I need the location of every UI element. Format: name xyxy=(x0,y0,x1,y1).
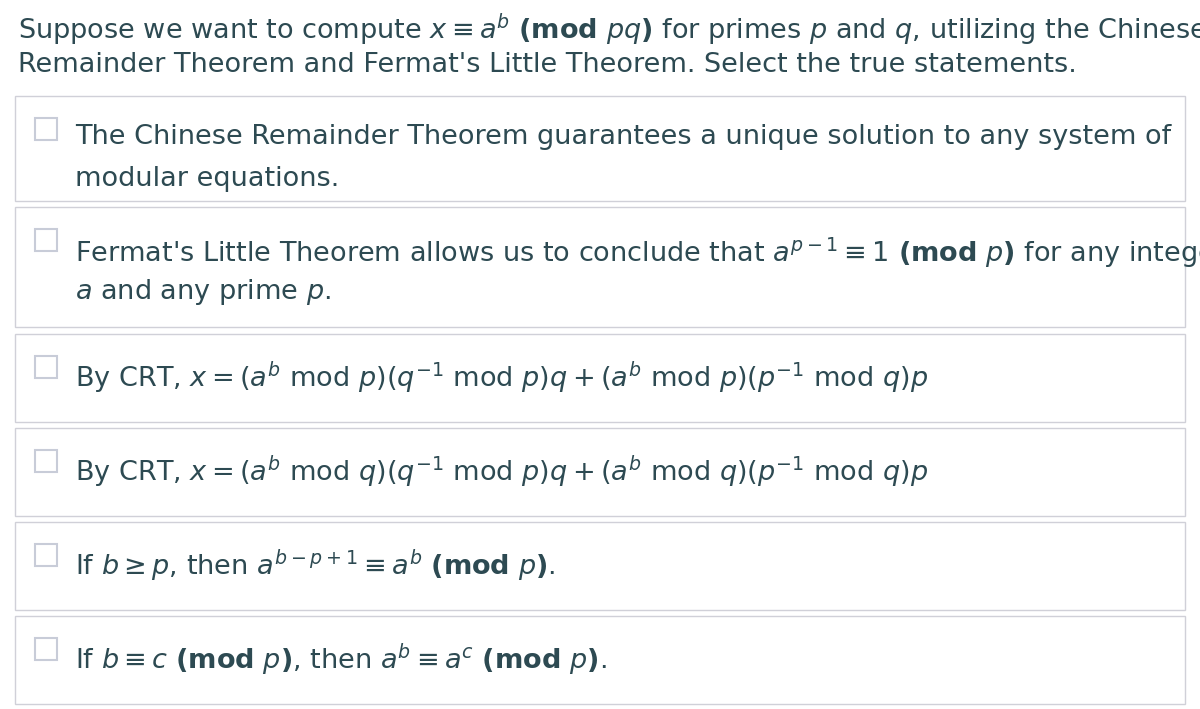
Bar xyxy=(35,544,58,566)
FancyBboxPatch shape xyxy=(14,522,1186,610)
Bar xyxy=(35,118,58,140)
Bar xyxy=(35,356,58,378)
Text: Suppose we want to compute $x \equiv a^b\ \mathbf{(mod}\ \mathit{pq}\mathbf{)}$ : Suppose we want to compute $x \equiv a^b… xyxy=(18,12,1200,48)
Text: modular equations.: modular equations. xyxy=(74,166,340,192)
Bar xyxy=(35,638,58,660)
FancyBboxPatch shape xyxy=(14,96,1186,201)
Text: By CRT, $x = (a^b\ \mathrm{mod}\ q)(q^{-1}\ \mathrm{mod}\ p)q + (a^b\ \mathrm{mo: By CRT, $x = (a^b\ \mathrm{mod}\ q)(q^{-… xyxy=(74,454,929,490)
FancyBboxPatch shape xyxy=(14,428,1186,516)
Text: $\mathit{a}$ and any prime $\mathit{p}$.: $\mathit{a}$ and any prime $\mathit{p}$. xyxy=(74,277,331,307)
Bar xyxy=(35,450,58,472)
Text: By CRT, $x = (a^b\ \mathrm{mod}\ p)(q^{-1}\ \mathrm{mod}\ p)q + (a^b\ \mathrm{mo: By CRT, $x = (a^b\ \mathrm{mod}\ p)(q^{-… xyxy=(74,359,929,396)
Bar xyxy=(35,229,58,251)
Text: Remainder Theorem and Fermat's Little Theorem. Select the true statements.: Remainder Theorem and Fermat's Little Th… xyxy=(18,52,1076,78)
FancyBboxPatch shape xyxy=(14,207,1186,327)
Text: If $b \geq p$, then $a^{b-p+1} \equiv a^b\ \mathbf{(mod}\ \mathit{p}\mathbf{)}$.: If $b \geq p$, then $a^{b-p+1} \equiv a^… xyxy=(74,548,556,584)
FancyBboxPatch shape xyxy=(14,616,1186,704)
Text: The Chinese Remainder Theorem guarantees a unique solution to any system of: The Chinese Remainder Theorem guarantees… xyxy=(74,124,1171,150)
Text: Fermat's Little Theorem allows us to conclude that $a^{p-1} \equiv 1\ \mathbf{(m: Fermat's Little Theorem allows us to con… xyxy=(74,235,1200,269)
FancyBboxPatch shape xyxy=(14,334,1186,422)
Text: If $b \equiv c\ \mathbf{(mod}\ \mathit{p}\mathbf{)}$, then $a^b \equiv a^c\ \mat: If $b \equiv c\ \mathbf{(mod}\ \mathit{p… xyxy=(74,642,607,679)
